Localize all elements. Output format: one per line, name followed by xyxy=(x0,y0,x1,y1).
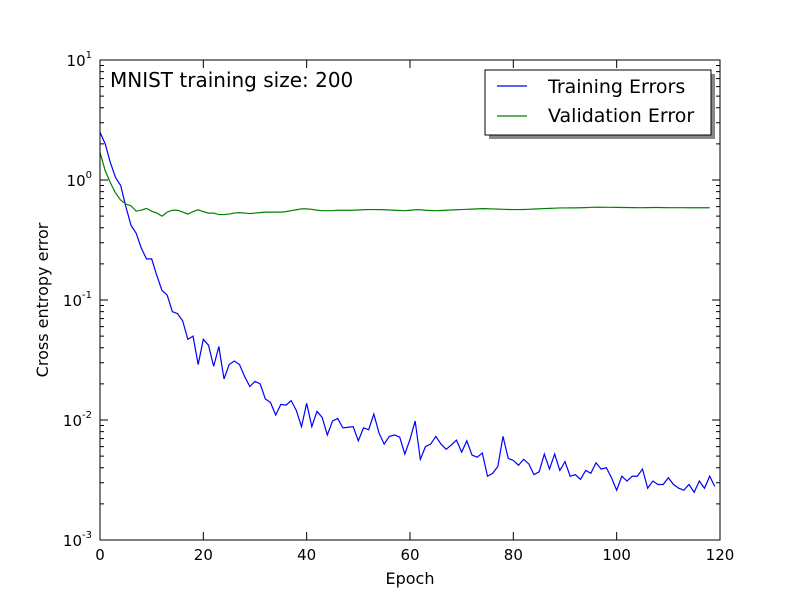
y-tick-label: 10-3 xyxy=(63,530,92,550)
series-line-training-errors xyxy=(99,132,716,494)
x-tick-label: 60 xyxy=(400,546,419,564)
ticks: 0 20 40 60 80 100 120 10-3 10-2 10-1 100 101 xyxy=(63,50,734,564)
series-line-validation-error xyxy=(99,152,710,217)
x-tick-label: 100 xyxy=(602,546,631,564)
y-tick-label: 100 xyxy=(67,170,92,190)
y-tick-label: 10-1 xyxy=(63,290,92,310)
x-tick-label: 80 xyxy=(504,546,523,564)
y-tick-label: 101 xyxy=(67,50,92,70)
legend-label-validation-error: Validation Error xyxy=(548,105,694,127)
x-axis-label: Epoch xyxy=(386,569,435,588)
x-tick-label: 40 xyxy=(297,546,316,564)
x-tick-label: 20 xyxy=(194,546,213,564)
plot-lines xyxy=(99,132,716,494)
chart-annotation: MNIST training size: 200 xyxy=(110,68,353,92)
legend: Training Errors Validation Error xyxy=(484,69,715,139)
x-tick-label: 120 xyxy=(706,546,735,564)
x-tick-label: 0 xyxy=(95,546,105,564)
legend-box xyxy=(484,69,712,136)
legend-label-training-errors: Training Errors xyxy=(547,76,685,98)
y-axis-label: Cross entropy error xyxy=(33,222,52,377)
y-tick-label: 10-2 xyxy=(63,410,92,430)
